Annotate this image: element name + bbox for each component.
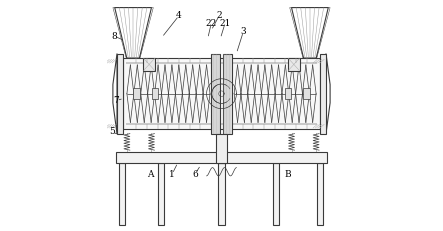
Bar <box>288 58 299 71</box>
Text: 1: 1 <box>169 170 175 179</box>
Bar <box>303 88 310 99</box>
Bar <box>216 134 227 163</box>
Bar <box>211 54 220 134</box>
Text: 6: 6 <box>192 170 198 179</box>
Text: 3: 3 <box>241 27 246 36</box>
Text: 4: 4 <box>176 11 182 20</box>
Bar <box>152 88 158 99</box>
Bar <box>119 163 125 225</box>
Bar <box>223 54 232 134</box>
Bar <box>116 152 327 163</box>
Bar <box>144 58 155 71</box>
Bar <box>273 163 279 225</box>
Text: 7: 7 <box>113 96 119 105</box>
Bar <box>117 54 123 134</box>
Text: 2: 2 <box>216 11 222 20</box>
Text: 22: 22 <box>206 19 217 28</box>
Bar <box>218 163 225 225</box>
Text: 5: 5 <box>109 127 115 136</box>
Bar <box>320 54 326 134</box>
Bar <box>158 163 164 225</box>
Bar <box>285 88 291 99</box>
Text: 8: 8 <box>112 32 117 41</box>
Text: B: B <box>285 170 291 179</box>
Text: 21: 21 <box>219 19 231 28</box>
Bar <box>133 88 140 99</box>
Bar <box>317 163 323 225</box>
Bar <box>123 58 320 129</box>
Text: A: A <box>147 170 154 179</box>
